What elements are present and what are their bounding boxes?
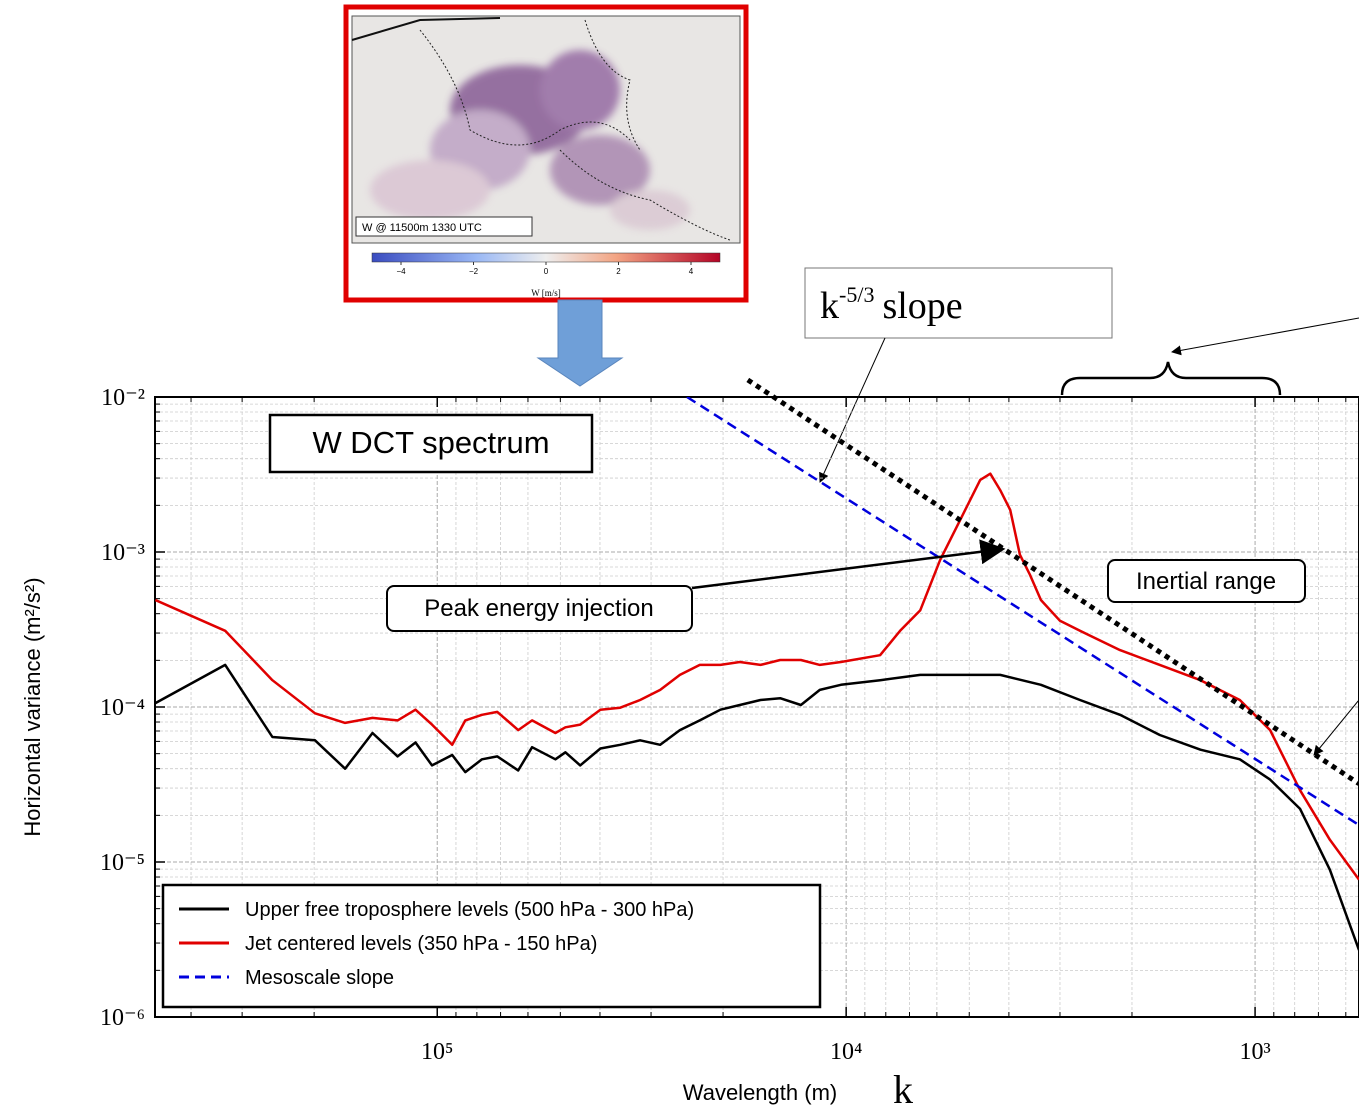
y-tick-label: 10⁻⁶ <box>100 1005 145 1031</box>
x-tick-label: 10³ <box>1239 1039 1270 1065</box>
x-tick-label: 10⁴ <box>830 1039 862 1065</box>
colorbar-tick-label: −2 <box>469 267 479 276</box>
series-line <box>687 397 1359 825</box>
y-tick-label: 10⁻² <box>101 385 145 411</box>
peak-pointer <box>692 549 1003 588</box>
colorbar-label: W [m/s] <box>531 288 561 298</box>
down-arrow <box>538 300 622 386</box>
inertial-text: Inertial range <box>1136 568 1276 595</box>
legend-label: Mesoscale slope <box>245 967 394 989</box>
colorbar-tick-label: 0 <box>544 267 549 276</box>
slope-text: slope <box>882 285 962 327</box>
legend-label: Jet centered levels (350 hPa - 150 hPa) <box>245 933 597 955</box>
legend-label: Upper free troposphere levels (500 hPa -… <box>245 899 694 921</box>
y-tick-label: 10⁻⁵ <box>100 850 145 876</box>
slope-base: k <box>820 285 839 327</box>
slope-pointer <box>820 338 885 482</box>
y-tick-label: 10⁻³ <box>101 540 145 566</box>
inertial-pointer <box>1314 700 1359 755</box>
series-line <box>155 474 1359 880</box>
brace-pointer <box>1172 318 1359 352</box>
slope-exponent: -5/3 <box>839 282 874 307</box>
inset-label: W @ 11500m 1330 UTC <box>362 222 482 234</box>
x-tick-label: 10⁵ <box>421 1039 453 1065</box>
inset: W @ 11500m 1330 UTC W [m/s] <box>346 7 746 300</box>
peak-text: Peak energy injection <box>424 595 653 622</box>
plot-lines <box>155 397 1359 950</box>
colorbar <box>372 253 720 262</box>
chart: W @ 11500m 1330 UTC W [m/s] k-5/3slope 1… <box>0 0 1359 1115</box>
x-axis-label: Wavelength (m) <box>683 1080 837 1105</box>
colorbar-tick-label: 4 <box>689 267 694 276</box>
brace <box>1062 362 1280 395</box>
title-text: W DCT spectrum <box>312 425 549 460</box>
colorbar-tick-label: 2 <box>616 267 621 276</box>
plot: 10⁵ 10⁴ 10³ 10⁻² 10⁻³ 10⁻⁴ 10⁻⁵ 10⁻⁶ Upper free … <box>100 380 1359 1065</box>
colorbar-tick-label: −4 <box>396 267 406 276</box>
x-symbol: k <box>893 1067 913 1112</box>
y-tick-label: 10⁻⁴ <box>100 695 145 721</box>
y-axis-label: Horizontal variance (m²/s²) <box>20 577 45 836</box>
